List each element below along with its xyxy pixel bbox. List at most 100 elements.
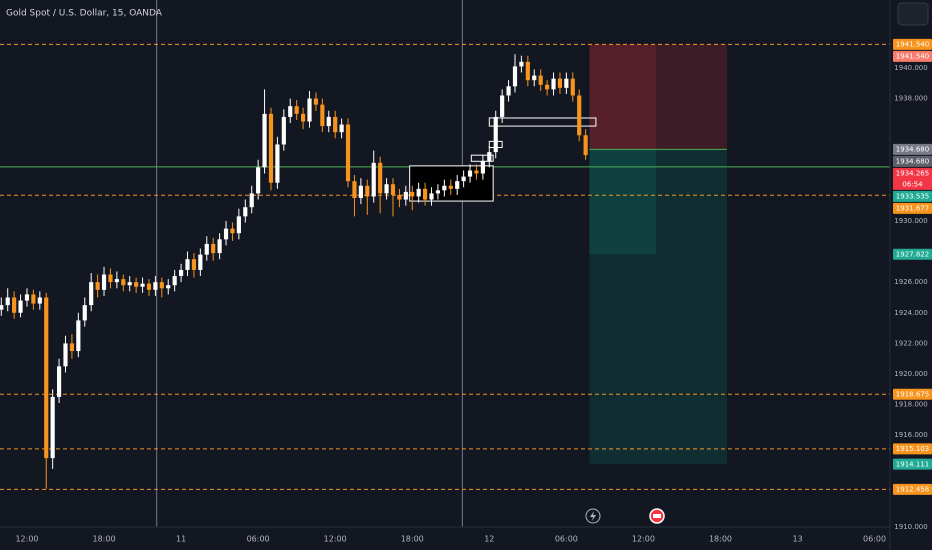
candle-body [294,106,299,114]
candle-body [410,191,415,197]
price-label: 1931.677 [896,205,929,213]
candle-body [416,188,421,197]
event-icon[interactable] [649,508,665,524]
candle-body [172,276,177,286]
zone-box [488,117,597,127]
candle-body [378,162,383,194]
candle-body [365,185,370,197]
candle-body [262,113,267,168]
candle-body [448,185,453,189]
candle-body [506,86,511,96]
candle-body [191,259,197,270]
price-label-box [893,248,932,260]
candle-body [198,254,203,270]
candle-body [185,259,190,270]
candle-body [403,191,408,200]
candle-body [134,282,139,287]
candle-body [474,170,479,174]
price-label-box [893,143,932,155]
candle-body [339,124,344,133]
price-label: 1915.103 [896,445,929,453]
settings-button[interactable] [897,2,929,26]
price-label-box [893,38,932,50]
candle-body [313,98,319,105]
candle-body [429,193,434,200]
price-label: 1914.111 [896,460,929,468]
y-tick-label: 1918.000 [894,401,927,409]
y-tick-label: 1916.000 [894,431,927,439]
candle-body [56,366,62,397]
candle-body [551,78,556,90]
target-zone-inner [589,149,657,255]
candle-body [50,396,55,459]
candle-body [268,113,274,183]
candle-body [577,95,582,136]
candle-body [288,106,293,117]
price-label: 1933.535 [896,193,929,201]
candle-body [31,294,36,304]
candle-body [140,283,145,287]
price-label: 1918.675 [896,391,929,399]
candle-body [538,75,543,85]
candle-body [69,343,75,352]
x-tick-label: 11 [176,535,186,544]
alert-icon[interactable] [585,508,601,524]
candle-body [275,144,280,183]
candle-body [114,279,119,283]
candle-body [5,297,10,306]
candle-body [44,297,49,459]
candle-body [423,188,428,200]
x-tick-label: 12:00 [632,535,655,544]
price-label-box [893,388,932,400]
candle-body [461,176,466,182]
x-tick-label: 12:00 [15,535,38,544]
candle-body [397,194,402,200]
stop-zone [589,44,727,150]
candle-body [127,282,132,286]
candle-body [0,305,4,310]
y-tick-label: 1930.000 [894,217,927,225]
candle-body [519,61,524,67]
candle-body [249,193,254,208]
candle-body [159,282,164,289]
countdown-label: 06:54 [902,180,923,188]
candle-body [37,297,42,304]
candle-body [146,283,152,290]
price-axis [890,0,932,550]
x-tick-label: 12 [484,535,494,544]
candle-body [326,116,331,127]
candle-body [583,135,588,156]
candle-body [211,243,216,254]
price-label-box [893,190,932,202]
candle-body [178,269,184,277]
candle-body [512,66,518,87]
price-label: 1941.540 [896,53,929,61]
candle-body [153,282,158,290]
price-label-box [893,167,932,190]
candle-body [532,75,537,81]
x-tick-label: 18:00 [92,535,115,544]
x-tick-label: 06:00 [555,535,578,544]
x-tick-label: 12:00 [324,535,347,544]
candle-body [570,78,575,96]
candle-body [281,116,286,145]
price-label: 1934.680 [896,146,929,154]
candle-body [352,181,357,199]
candle-body [256,167,261,194]
candle-body [121,279,126,286]
y-tick-label: 1926.000 [894,278,927,286]
candle-body [455,181,460,189]
candle-body [24,294,30,301]
price-label-box [893,443,932,455]
candle-body [358,185,363,199]
candle-body [371,162,376,197]
chart-title: Gold Spot / U.S. Dollar, 15, OANDA [6,9,163,19]
price-label: 1941.540 [896,41,929,49]
candle-body [493,116,498,153]
candle-body [101,274,107,290]
price-label-box [893,155,932,167]
price-label: 1934.680 [896,158,929,166]
candle-body [545,84,550,90]
candle-body [18,300,23,313]
